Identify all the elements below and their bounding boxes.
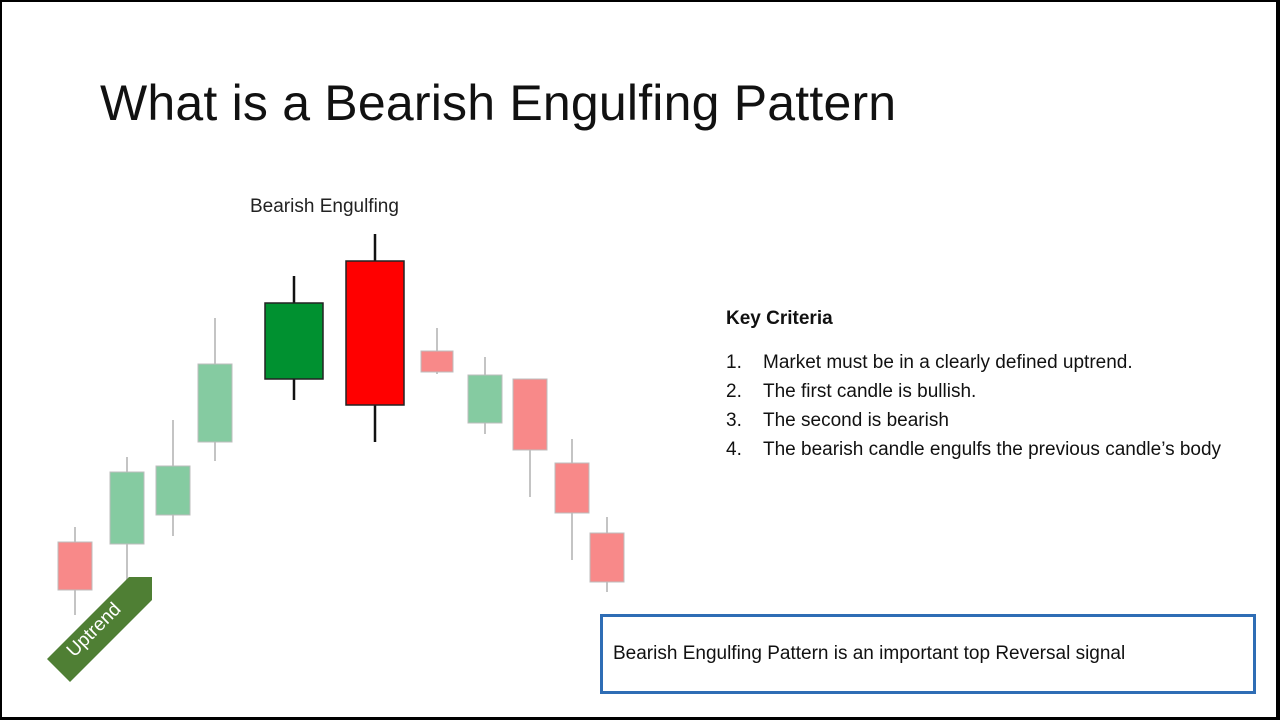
criteria-item-2: 2. The first candle is bullish. — [726, 377, 1226, 406]
key-criteria: Key Criteria 1. Market must be in a clea… — [726, 308, 1226, 464]
candle-body — [554, 462, 590, 514]
criteria-number: 4. — [726, 439, 742, 460]
candle-8 — [467, 357, 503, 434]
candle-1 — [57, 527, 93, 615]
candle-body — [197, 363, 233, 443]
uptrend-arrow-shape — [47, 577, 152, 682]
key-criteria-heading: Key Criteria — [726, 308, 833, 329]
candle-3 — [155, 420, 191, 536]
candle-body — [512, 378, 548, 451]
reversal-note-box: Bearish Engulfing Pattern is an importan… — [600, 614, 1256, 694]
candle-9 — [512, 378, 548, 497]
candle-body — [109, 471, 145, 545]
candle-4 — [197, 318, 233, 461]
criteria-item-3: 3. The second is bearish — [726, 406, 1226, 435]
candle-body — [57, 541, 93, 591]
criteria-number: 3. — [726, 410, 742, 431]
criteria-text: The bearish candle engulfs the previous … — [763, 439, 1222, 460]
criteria-list: 1. Market must be in a clearly defined u… — [726, 348, 1226, 464]
reversal-note-text: Bearish Engulfing Pattern is an importan… — [613, 643, 1126, 664]
pattern-label: Bearish Engulfing — [250, 196, 399, 217]
candlestick-diagram: Bearish Engulfing Uptrend — [47, 196, 625, 682]
criteria-number: 2. — [726, 381, 742, 402]
candle-5 — [264, 276, 324, 400]
criteria-number: 1. — [726, 352, 742, 373]
candle-10 — [554, 439, 590, 560]
candle-6 — [345, 234, 405, 442]
candle-body — [345, 260, 405, 406]
candle-11 — [589, 517, 625, 592]
candle-body — [420, 350, 454, 373]
candle-body — [589, 532, 625, 583]
uptrend-arrow: Uptrend — [47, 577, 152, 682]
candle-7 — [420, 328, 454, 374]
criteria-text: The first candle is bullish. — [763, 381, 977, 402]
criteria-text: The second is bearish — [763, 410, 949, 431]
candle-2 — [109, 457, 145, 580]
candle-body — [264, 302, 324, 380]
slide-title: What is a Bearish Engulfing Pattern — [100, 75, 897, 131]
candle-body — [155, 465, 191, 516]
candle-group — [57, 234, 625, 615]
criteria-text: Market must be in a clearly defined uptr… — [763, 352, 1133, 373]
criteria-item-4: 4. The bearish candle engulfs the previo… — [726, 435, 1226, 464]
candle-body — [467, 374, 503, 424]
criteria-item-1: 1. Market must be in a clearly defined u… — [726, 348, 1226, 377]
